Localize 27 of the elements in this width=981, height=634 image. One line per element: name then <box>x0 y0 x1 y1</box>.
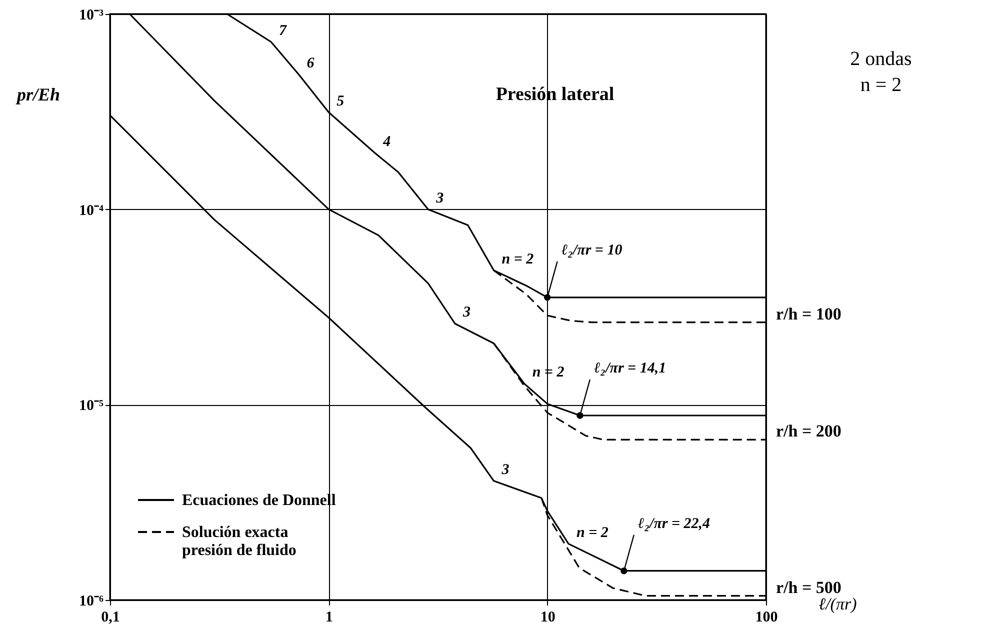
annotation: 3 <box>500 462 510 478</box>
y-axis-title: pr/Eh <box>14 84 60 104</box>
annotation: r/h = 100 <box>776 304 842 324</box>
annotation: ℓ₂/πr = 14,1 <box>594 360 666 377</box>
annotation: n = 2 <box>502 251 534 268</box>
y-tick-label: 10⁻⁴ <box>79 202 104 219</box>
annotation: r/h = 200 <box>776 422 842 441</box>
x-tick-label: 1 <box>325 610 333 626</box>
annotation: r/h = 500 <box>776 578 842 597</box>
x-tick-label: 10 <box>540 610 556 626</box>
annotation: ℓ₂/πr = 10 <box>561 242 623 258</box>
annotation: ℓ₂/πr = 22,4 <box>638 516 711 532</box>
y-tick-label: 10⁻³ <box>79 8 104 24</box>
legend-label: Solución exacta presión de fluido <box>182 524 296 559</box>
annotation: 5 <box>336 93 345 110</box>
x-tick-label: 0,1 <box>101 610 120 626</box>
y-tick-label: 10⁻⁶ <box>79 594 104 610</box>
annotation: 4 <box>382 134 392 150</box>
annotation: 3 <box>462 304 471 321</box>
annotation: 7 <box>279 22 288 39</box>
x-axis-title: ℓ/(πr) <box>818 594 858 614</box>
text: 2 ondas n = 2 <box>850 48 912 96</box>
annotation: 6 <box>306 56 315 72</box>
x-tick-label: 100 <box>755 610 778 626</box>
annotation: 3 <box>435 190 444 206</box>
y-tick-label: 10⁻⁵ <box>79 398 104 414</box>
annotation: n = 2 <box>576 524 609 541</box>
